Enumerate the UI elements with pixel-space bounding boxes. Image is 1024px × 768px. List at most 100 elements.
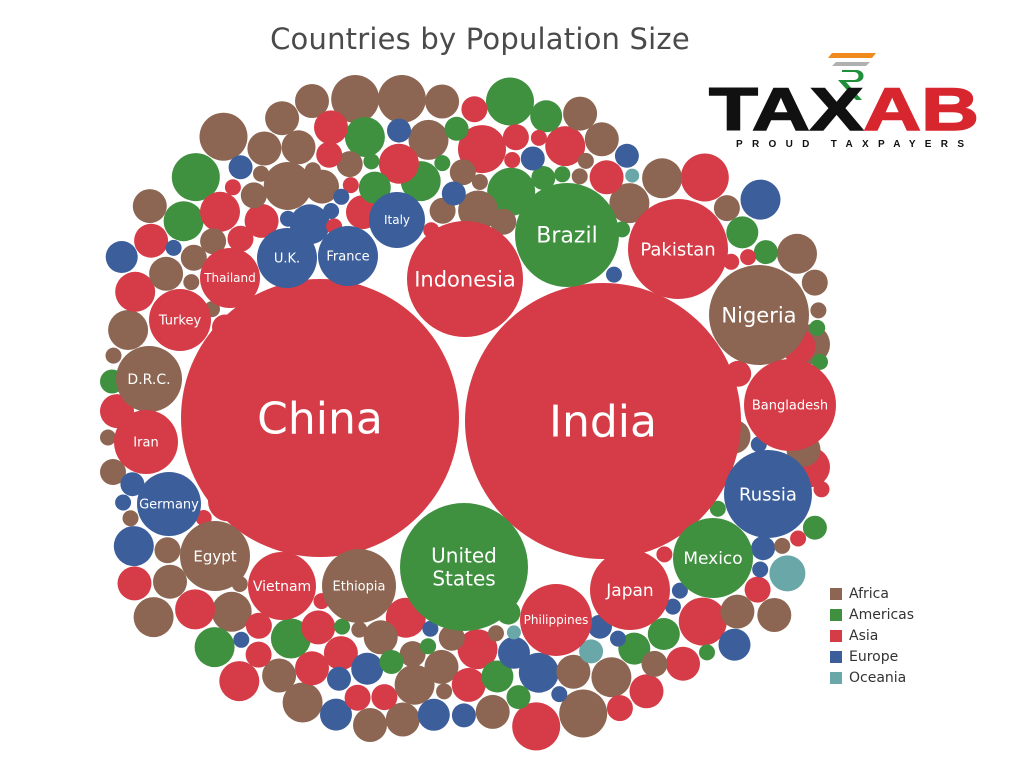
bubble-africa (183, 274, 200, 291)
bubble-africa (801, 269, 828, 296)
bubble-bangladesh (744, 359, 836, 451)
bubble-americas (753, 240, 778, 265)
bubble-asia (461, 96, 488, 123)
bubble-africa (153, 564, 187, 599)
bubble-africa (609, 183, 650, 224)
bubble-u-k (257, 228, 317, 288)
bubble-africa (122, 510, 139, 527)
bubble-europe (113, 526, 154, 567)
bubble-africa (133, 597, 174, 638)
bubble-germany (137, 472, 201, 536)
bubble-nigeria (709, 265, 809, 365)
bubble-asia (117, 566, 152, 601)
bubble-africa (100, 459, 126, 485)
bubble-italy (369, 192, 425, 248)
bubble-label: France (326, 250, 369, 265)
bubble-africa (571, 168, 588, 185)
bubble-americas (420, 638, 437, 655)
bubble-brazil (515, 183, 619, 287)
bubble-europe (120, 472, 145, 497)
bubble-africa (336, 151, 363, 178)
bubble-label: Iran (133, 436, 158, 451)
bubble-europe (751, 536, 776, 561)
legend-swatch (830, 609, 842, 622)
bubble-label: China (257, 393, 383, 444)
bubble-asia (244, 203, 279, 238)
bubble-africa (265, 101, 300, 136)
bubble-africa (490, 208, 517, 235)
bubble-americas (709, 500, 726, 517)
bubble-americas (358, 171, 391, 204)
bubble-africa (488, 625, 504, 642)
bubble-oceania (625, 168, 640, 183)
bubble-africa (774, 537, 791, 554)
bubble-label: U.K. (274, 252, 300, 267)
bubble-europe (327, 666, 351, 691)
bubble-africa (363, 620, 398, 655)
bubble-label: United States (431, 544, 497, 591)
bubble-africa (424, 649, 459, 684)
bubble-africa (810, 302, 827, 319)
bubble-africa (132, 189, 167, 224)
bubble-americas (486, 77, 534, 126)
bubble-asia (301, 610, 336, 645)
bubble-europe (387, 118, 411, 143)
bubble-americas (809, 319, 826, 336)
bubble-americas (434, 155, 451, 172)
bubble-label: Turkey (158, 314, 202, 329)
bubble-africa (720, 594, 755, 629)
bubble-label: Egypt (193, 547, 236, 565)
bubble-europe (606, 266, 622, 283)
bubble-label: Pakistan (640, 239, 715, 260)
bubble-americas (481, 660, 514, 693)
bubble-americas (270, 618, 311, 659)
legend-label: Africa (849, 586, 889, 603)
bubble-europe (518, 652, 559, 693)
bubble-asia (200, 191, 240, 232)
bubble-asia (314, 110, 348, 145)
bubble-europe (323, 203, 340, 219)
bubble-asia (457, 629, 498, 670)
bubble-africa (351, 621, 368, 638)
bubble-africa (108, 310, 149, 350)
logo-tagline: PROUD TAXPAYERS (736, 139, 964, 150)
bubble-asia (666, 646, 700, 681)
legend-swatch (830, 629, 842, 642)
bubble-japan (590, 550, 670, 630)
bubble-americas (531, 166, 556, 190)
bubble-europe (664, 598, 681, 615)
bubble-europe (333, 188, 350, 205)
bubble-russia (724, 450, 812, 538)
bubble-europe (498, 636, 530, 669)
bubble-americas (647, 618, 680, 650)
bubble-turkey (149, 289, 211, 351)
bubble-asia (806, 465, 823, 482)
bubble-united-states (400, 503, 528, 631)
bubble-africa (282, 682, 323, 723)
bubble-vietnam (248, 552, 316, 620)
bubble-africa (253, 165, 269, 182)
bubble-africa (240, 182, 267, 209)
bubble-americas (726, 216, 759, 249)
bubble-americas (802, 515, 827, 540)
bubble-africa (438, 624, 465, 651)
bubble-africa (211, 591, 252, 632)
bubble-asia (323, 636, 358, 671)
bubble-africa (641, 650, 668, 677)
bubble-africa (295, 84, 329, 118)
bubble-europe (671, 582, 688, 599)
bubble-africa (449, 159, 476, 186)
bubble-iran (114, 410, 178, 474)
bubble-label: Bangladesh (752, 399, 828, 414)
bubble-asia (589, 160, 624, 195)
bubble-asia (219, 661, 260, 702)
bubble-africa (556, 654, 591, 689)
bubble-americas (334, 618, 351, 635)
legend-swatch (830, 650, 842, 663)
bubble-americas (812, 353, 828, 370)
legend-label: Oceania (849, 669, 907, 686)
legend-item-africa: Africa (830, 584, 914, 605)
bubble-asia (115, 271, 156, 312)
bubble-europe (441, 181, 466, 206)
